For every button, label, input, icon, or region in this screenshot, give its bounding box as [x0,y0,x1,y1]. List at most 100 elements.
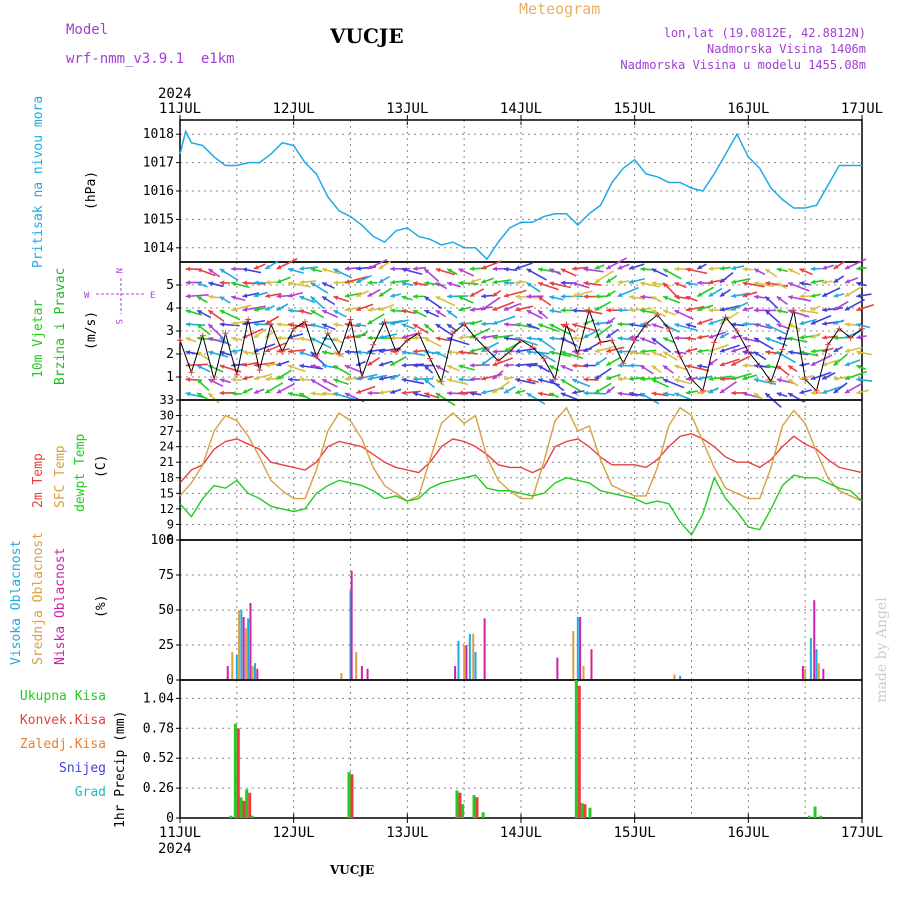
wind-arrow-head [822,375,828,380]
low-cloud-bar [590,649,593,680]
wind-arrow-head [697,348,702,354]
wind-arrow-field [185,257,875,408]
wind-speed-marker [188,369,195,376]
low-cloud-bar [366,668,369,680]
wind-arrow-head [481,293,486,299]
wind-arrow-head [833,293,839,298]
wind-arrow-head [799,268,805,273]
wind-arrow-head [799,320,805,326]
total-precip-bar [807,815,811,818]
wind-arrow-head [333,322,339,328]
wind-label-1: 10m Vjetar [31,300,46,378]
wind-arrow-head [219,390,225,396]
wind-arrow-head [538,296,544,301]
wind-arrow-head [378,278,384,283]
cloud-unit: (%) [94,595,109,618]
mid-cloud-bar [244,628,247,680]
wind-arrow-head [640,281,646,286]
wind-arrow-head [719,388,725,394]
wind-arrow-head [481,278,487,284]
total-precip-bar [233,723,237,818]
wind-arrow-head [492,388,498,394]
total-precip-bar [819,815,823,818]
wind-arrow-head [299,350,305,356]
x-tick-label: 15JUL [614,825,656,841]
wind-arrow-head [651,365,657,371]
wind-speed-marker [756,362,763,369]
wind-arrow-head [276,293,282,299]
wind-arrow-head [685,267,691,273]
wind-arrow-head [503,306,509,311]
wind-arrow-head [492,349,498,354]
meteogram-title: Meteogram [519,0,600,18]
wind-arrow-head [560,350,566,356]
wind-arrow-head [276,322,282,327]
wind-arrow-head [333,351,339,356]
wind-arrow-head [299,393,305,398]
wind-arrow-head [287,391,293,397]
wind-speed-marker [859,325,865,332]
wind-arrow-head [560,324,566,329]
t2m-line [179,432,863,484]
wind-speed-marker [529,344,536,351]
wind-arrow-head [322,379,328,384]
wind-arrow-head [844,278,850,284]
wind-arrow-head [333,310,339,315]
total-precip-bar [347,772,351,818]
model-name: wrf-nmm_v3.9.1 e1km [66,51,235,67]
wind-arrow-head [583,280,589,286]
wind-arrow-head [651,309,657,315]
wind-arrow-head [856,364,862,370]
wind-arrow-head [538,267,543,272]
wind-arrow-head [572,322,578,328]
wind-speed-marker [824,341,831,348]
mid-cloud-bar [673,674,676,680]
wind-speed-marker [336,351,343,357]
compass-west: W [84,291,90,301]
wind-arrow-head [822,321,827,326]
wind-speed-marker [677,353,684,360]
wind-arrow-head [435,267,441,273]
year-bottom: 2024 [158,841,192,857]
temp-label-2: SFC Temp [53,445,68,508]
wind-arrow-head [754,307,759,313]
wind-arrow-head [663,309,669,315]
wind-arrow-head [413,363,418,368]
wind-arrow-head [435,282,441,287]
wind-arrow-head [844,292,850,297]
wind-arrow-head [708,360,714,366]
wind-arrow-head [572,348,577,354]
wind-arrow-head [754,294,759,300]
wind-arrow-head [185,391,191,397]
wind-arrow-head [617,292,623,298]
wind-arrow-head [424,309,430,315]
wind-arrow-head [185,266,191,272]
wind-arrow-head [606,388,612,394]
wind-arrow-head [788,294,793,300]
wind-arrow-head [788,393,794,398]
wind-arrow-head [401,308,407,314]
wind-arrow-head [287,322,293,328]
wind-speed-marker [790,307,797,314]
wind-arrow-head [719,292,725,297]
wind-arrow-head [594,278,600,283]
wind-arrow-head [799,293,804,299]
wind-arrow-head [822,335,827,340]
wind-arrow-head [549,295,555,300]
wind-arrow-head [788,379,794,384]
wind-arrow-head [617,307,623,313]
cloud-panel: 0 25 50 75 100 [151,533,863,688]
wind-arrow-head [651,337,657,343]
wind-arrow-head [367,280,372,286]
wind-arrow-head [742,306,748,312]
wind-arrow-head [788,365,794,370]
wind-arrow-head [503,322,509,327]
wind-arrow-head [276,361,282,367]
wind-arrow-head [435,393,441,398]
wind-arrow-head [538,337,544,343]
wind-arrow-head [560,280,566,286]
wind-arrow-head [208,310,214,315]
wind-arrow-head [469,307,475,313]
wind-arrow-head [481,321,486,327]
wind-arrow-head [253,307,259,312]
